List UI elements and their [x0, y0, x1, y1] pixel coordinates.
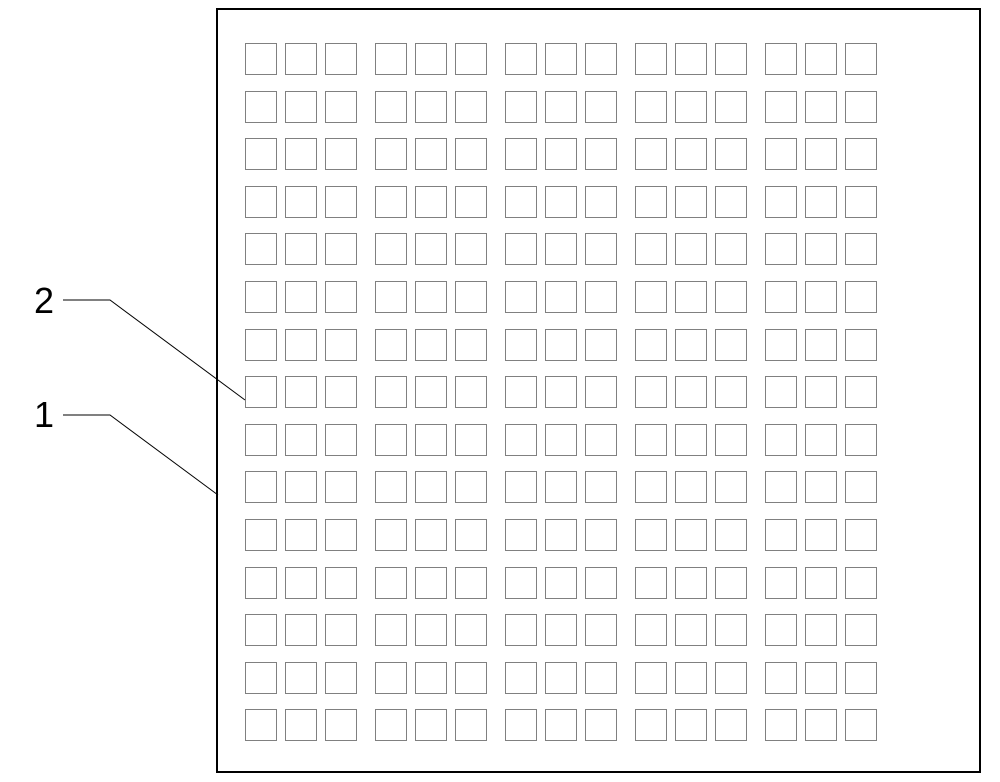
diagram-canvas: 2 1 — [0, 0, 1000, 782]
leader-lines — [0, 0, 1000, 782]
